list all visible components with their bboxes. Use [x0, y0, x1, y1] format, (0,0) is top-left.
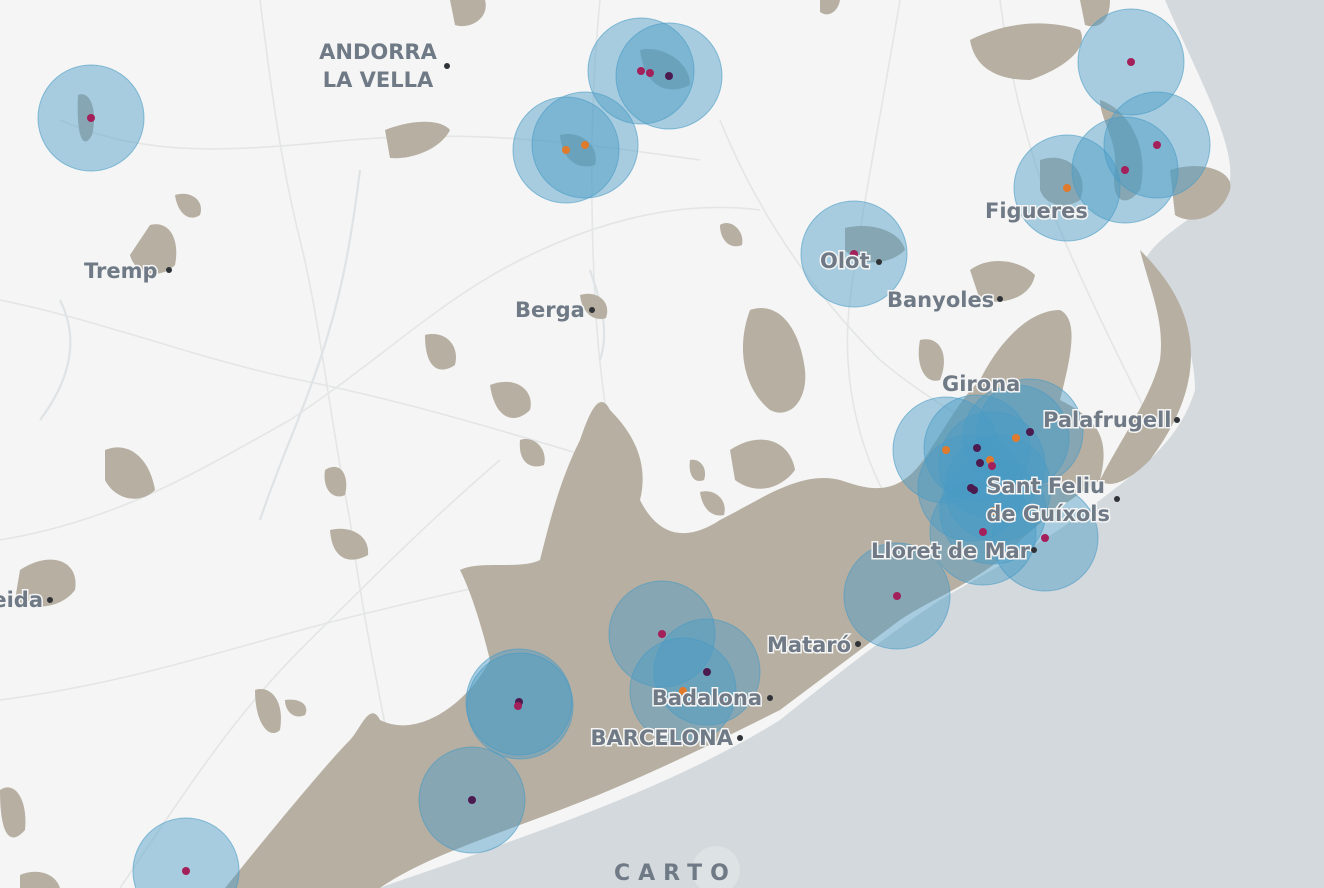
map-marker[interactable]	[665, 72, 673, 80]
city-label-sant-feliu-line2: de Guíxols	[986, 502, 1110, 526]
map-marker[interactable]	[979, 528, 987, 536]
city-label-sant-feliu: Sant Feliu	[986, 474, 1105, 498]
city-label-banyoles: Banyoles	[887, 288, 994, 312]
sea-area	[380, 0, 1324, 888]
city-label-olot: Olot	[820, 249, 870, 273]
carto-attribution[interactable]: CARTO	[614, 846, 740, 888]
city-label-palafrugell: Palafrugell	[1043, 408, 1171, 432]
city-label-lloret: Lloret de Mar	[871, 539, 1031, 563]
city-label-figueres: Figueres	[985, 199, 1088, 223]
city-label-berga: Berga	[515, 298, 585, 322]
city-dot	[997, 296, 1003, 302]
map-marker[interactable]	[562, 146, 570, 154]
map-marker[interactable]	[87, 114, 95, 122]
buffer-circle[interactable]	[132, 817, 240, 888]
city-label-barcelona: BARCELONA	[591, 726, 734, 750]
map-marker[interactable]	[468, 796, 476, 804]
city-dot	[166, 267, 172, 273]
city-dot	[47, 597, 53, 603]
map-marker[interactable]	[976, 459, 984, 467]
map-marker[interactable]	[1012, 434, 1020, 442]
city-label-badalona: Badalona	[652, 686, 762, 710]
map-marker[interactable]	[988, 462, 996, 470]
city-dot	[767, 695, 773, 701]
map-marker[interactable]	[989, 507, 997, 515]
city-dot	[737, 735, 743, 741]
city-label-tremp: Tremp	[84, 259, 158, 283]
city-dot	[855, 641, 861, 647]
map-marker[interactable]	[1121, 166, 1129, 174]
map-marker[interactable]	[679, 687, 687, 695]
map-marker[interactable]	[182, 867, 190, 875]
city-dot	[444, 63, 450, 69]
city-label-andorra-line2: LA VELLA	[323, 68, 434, 92]
map-marker[interactable]	[1153, 141, 1161, 149]
city-dot	[1031, 547, 1037, 553]
city-dot	[1114, 496, 1120, 502]
attribution-text: CARTO	[614, 861, 737, 886]
map-marker[interactable]	[514, 702, 522, 710]
map-marker[interactable]	[970, 486, 978, 494]
map-marker[interactable]	[637, 67, 645, 75]
map-marker[interactable]	[942, 446, 950, 454]
city-label-girona: Girona	[942, 372, 1020, 396]
map-marker[interactable]	[703, 668, 711, 676]
map-marker[interactable]	[581, 141, 589, 149]
map-marker[interactable]	[850, 250, 858, 258]
map-marker[interactable]	[1041, 534, 1049, 542]
city-label-lleida: Lleida	[0, 588, 43, 612]
map-marker[interactable]	[994, 484, 1002, 492]
city-label-andorra: ANDORRA	[319, 40, 437, 64]
map-marker[interactable]	[1026, 428, 1034, 436]
city-labels: ANDORRA LA VELLA Tremp Berga Olot Banyol…	[0, 39, 1180, 752]
map-marker[interactable]	[973, 444, 981, 452]
map-marker[interactable]	[646, 69, 654, 77]
city-dot	[589, 307, 595, 313]
carto-logo-icon	[692, 846, 740, 888]
city-label-mataro: Mataró	[767, 633, 851, 657]
map-marker[interactable]	[1063, 184, 1071, 192]
map-marker[interactable]	[658, 630, 666, 638]
point-markers	[87, 58, 1161, 875]
city-dot	[1174, 417, 1180, 423]
city-dot	[876, 259, 882, 265]
map-marker[interactable]	[893, 592, 901, 600]
map-marker[interactable]	[1127, 58, 1135, 66]
